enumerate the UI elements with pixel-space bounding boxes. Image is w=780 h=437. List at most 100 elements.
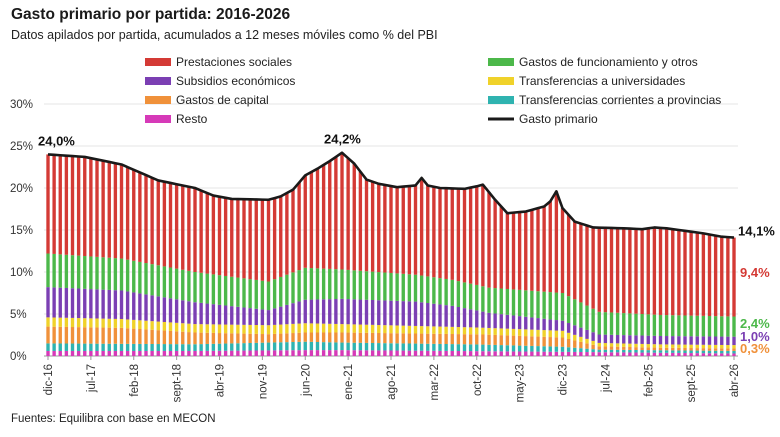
bar-segment-universidades xyxy=(125,319,130,329)
bar-segment-capital xyxy=(591,344,595,350)
bar-segment-capital xyxy=(52,326,56,344)
bar-segment-capital xyxy=(113,327,118,344)
bar-segment-subsidios xyxy=(266,310,271,326)
bar-segment-subsidios xyxy=(652,335,657,345)
bar-segment-prestaciones xyxy=(266,199,271,282)
bar-segment-provincias xyxy=(585,348,589,353)
bar-segment-subsidios xyxy=(524,316,528,330)
bar-segment-funcionamiento xyxy=(156,265,160,297)
bar-segment-subsidios xyxy=(321,299,326,324)
bar-segment-funcionamiento xyxy=(524,290,528,317)
bar-segment-subsidios xyxy=(193,302,197,325)
bar-segment-provincias xyxy=(426,343,430,351)
bar-segment-subsidios xyxy=(383,300,387,326)
bar-segment-prestaciones xyxy=(456,188,461,282)
bar-segment-provincias xyxy=(481,344,485,352)
bar-segment-funcionamiento xyxy=(64,254,69,288)
bar-segment-provincias xyxy=(689,350,693,354)
bar-segment-universidades xyxy=(701,344,706,349)
x-tick-label: feb-25 xyxy=(643,364,655,397)
bar-segment-provincias xyxy=(732,350,736,354)
bar-segment-subsidios xyxy=(450,305,454,327)
bar-segment-subsidios xyxy=(517,316,522,330)
bar-segment-resto xyxy=(634,352,638,356)
bar-segment-prestaciones xyxy=(560,208,565,293)
legend-label-prestaciones: Prestaciones sociales xyxy=(176,55,292,69)
bar-segment-funcionamiento xyxy=(205,273,209,304)
x-tick-label: oct-22 xyxy=(472,364,484,396)
bar-segment-provincias xyxy=(671,350,675,353)
bar-segment-prestaciones xyxy=(389,186,393,273)
bar-segment-provincias xyxy=(328,342,332,351)
bar-segment-provincias xyxy=(726,350,730,354)
bar-segment-funcionamiento xyxy=(517,289,522,317)
bar-segment-provincias xyxy=(46,343,50,351)
bar-segment-subsidios xyxy=(236,306,240,325)
legend-swatch-provincias xyxy=(488,96,514,104)
bar-segment-funcionamiento xyxy=(634,313,638,336)
bar-segment-subsidios xyxy=(683,336,687,345)
bar-segment-funcionamiento xyxy=(315,268,320,300)
bar-segment-resto xyxy=(52,350,56,356)
bar-segment-universidades xyxy=(101,318,105,328)
bar-segment-funcionamiento xyxy=(242,278,246,308)
bar-segment-prestaciones xyxy=(156,180,160,266)
bar-segment-capital xyxy=(713,348,718,351)
bar-segment-resto xyxy=(193,350,197,356)
bar-segment-provincias xyxy=(419,343,424,351)
bar-segment-funcionamiento xyxy=(217,275,222,305)
bar-segment-provincias xyxy=(217,343,222,351)
bar-segment-resto xyxy=(628,352,632,356)
bar-segment-resto xyxy=(144,350,148,356)
bar-segment-subsidios xyxy=(407,301,412,326)
bar-segment-provincias xyxy=(499,345,503,352)
bar-segment-prestaciones xyxy=(579,223,583,303)
bar-segment-subsidios xyxy=(560,320,565,331)
bar-segment-resto xyxy=(181,350,185,356)
bar-segment-capital xyxy=(321,332,326,343)
bar-segment-universidades xyxy=(450,326,454,335)
bar-segment-provincias xyxy=(511,345,516,352)
bar-segment-funcionamiento xyxy=(395,273,399,301)
bar-segment-universidades xyxy=(321,323,326,333)
bar-segment-provincias xyxy=(524,345,528,352)
bar-segment-capital xyxy=(181,331,185,345)
bar-segment-capital xyxy=(732,348,736,351)
bar-segment-resto xyxy=(205,350,209,356)
bar-segment-capital xyxy=(340,332,344,343)
bar-segment-funcionamiento xyxy=(174,268,179,300)
bar-segment-provincias xyxy=(83,343,87,351)
bar-segment-subsidios xyxy=(456,307,461,328)
bar-segment-capital xyxy=(695,348,699,351)
bar-segment-funcionamiento xyxy=(652,314,657,336)
bar-segment-prestaciones xyxy=(95,159,99,257)
bar-segment-capital xyxy=(701,348,706,351)
bar-segment-capital xyxy=(413,333,418,344)
bar-segment-prestaciones xyxy=(370,181,375,272)
bar-segment-resto xyxy=(426,350,430,356)
bar-segment-funcionamiento xyxy=(46,253,50,288)
bar-segment-funcionamiento xyxy=(726,316,730,337)
bar-segment-prestaciones xyxy=(125,167,130,260)
bar-segment-provincias xyxy=(609,349,614,353)
bar-segment-resto xyxy=(138,350,142,356)
bar-segment-provincias xyxy=(272,342,277,351)
bar-segment-capital xyxy=(407,333,412,344)
bar-segment-prestaciones xyxy=(732,237,736,317)
bar-segment-capital xyxy=(107,327,111,344)
bar-segment-universidades xyxy=(89,318,93,328)
bar-segment-subsidios xyxy=(352,299,356,325)
bar-segment-universidades xyxy=(58,317,62,327)
bar-segment-prestaciones xyxy=(83,156,87,257)
bar-segment-prestaciones xyxy=(150,177,154,265)
bar-segment-funcionamiento xyxy=(444,278,448,306)
bar-segment-provincias xyxy=(223,343,228,351)
bar-segment-capital xyxy=(211,332,216,344)
bar-segment-prestaciones xyxy=(401,186,405,274)
bar-segment-capital xyxy=(217,333,222,344)
bar-segment-funcionamiento xyxy=(168,267,173,299)
bar-segment-provincias xyxy=(450,344,454,351)
bar-segment-subsidios xyxy=(156,296,160,322)
bar-segment-prestaciones xyxy=(585,225,589,306)
bar-segment-subsidios xyxy=(493,313,497,329)
